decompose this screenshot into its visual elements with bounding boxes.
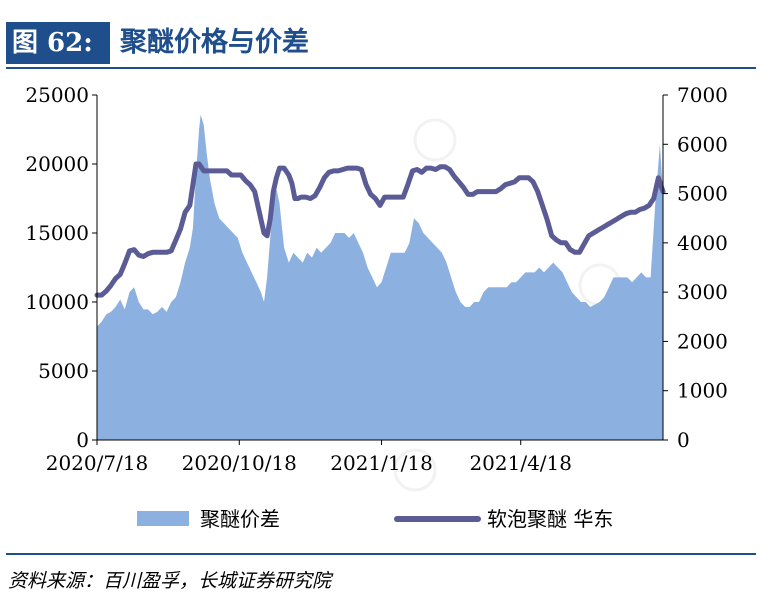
legend-label-price: 软泡聚醚 华东 [487, 507, 613, 531]
source-note: 资料来源：百川盈孚，长城证券研究院 [8, 570, 332, 592]
legend-label-spread: 聚醚价差 [200, 507, 280, 531]
spread-area [97, 114, 663, 440]
right-tick-label: 4000 [677, 231, 728, 255]
chart-title: 聚醚价格与价差 [120, 27, 309, 58]
right-tick-label: 3000 [677, 280, 728, 304]
price-line [94, 161, 666, 298]
left-tick-label: 20000 [25, 152, 89, 176]
x-tick-label: 2021/4/18 [469, 451, 572, 475]
price-line-layer [94, 161, 666, 298]
x-tick-label: 2020/10/18 [182, 451, 297, 475]
right-tick-label: 1000 [677, 379, 728, 403]
x-tick-label: 2021/1/18 [330, 451, 433, 475]
right-tick-label: 7000 [677, 83, 728, 107]
figure-header: 图 62: 聚醚价格与价差 [0, 0, 761, 70]
left-tick-label: 25000 [25, 83, 89, 107]
spread-area-layer [97, 114, 663, 440]
left-tick-label: 5000 [38, 359, 89, 383]
legend-swatch-spread [137, 511, 189, 526]
left-tick-label: 0 [76, 428, 89, 452]
top-rule [6, 67, 756, 69]
right-tick-label: 6000 [677, 132, 728, 156]
left-tick-label: 15000 [25, 221, 89, 245]
axes-layer: 0 5000 10000 15000 20000 25000 0 1000 2000 3000 40… [25, 83, 728, 475]
figure-label: 图 62: [6, 22, 110, 64]
right-tick-label: 0 [677, 428, 690, 452]
x-tick-label: 2020/7/18 [46, 451, 149, 475]
bottom-rule [6, 553, 756, 555]
legend: 聚醚价差 软泡聚醚 华东 [137, 507, 613, 531]
right-tick-label: 5000 [677, 182, 728, 206]
left-tick-label: 10000 [25, 290, 89, 314]
right-tick-label: 2000 [677, 329, 728, 353]
